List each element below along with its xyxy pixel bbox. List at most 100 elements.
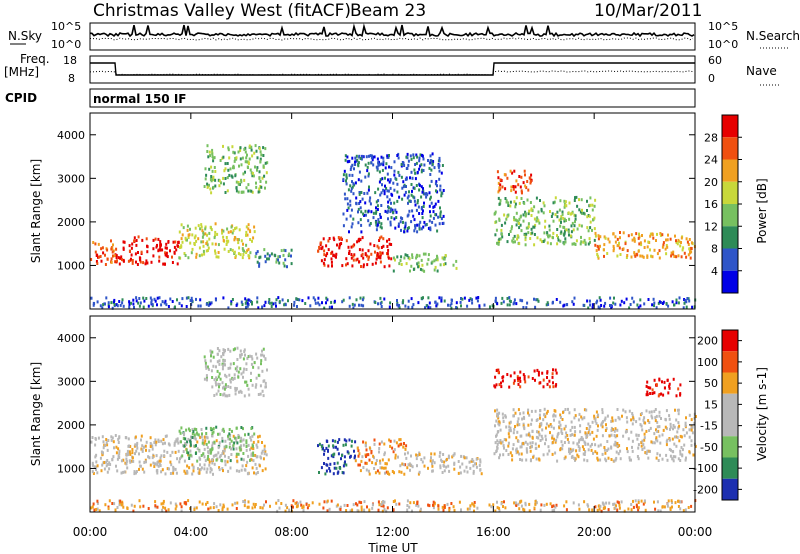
scatter-cell bbox=[437, 165, 440, 169]
scatter-cell bbox=[396, 255, 399, 259]
scatter-cell bbox=[231, 429, 233, 433]
scatter-cell bbox=[524, 501, 527, 505]
scatter-cell bbox=[653, 301, 656, 305]
scatter-cell bbox=[266, 257, 268, 261]
scatter-cell bbox=[534, 446, 537, 450]
scatter-cell bbox=[156, 296, 159, 300]
scatter-cell bbox=[546, 376, 548, 379]
scatter-cell bbox=[209, 506, 212, 510]
scatter-cell bbox=[110, 257, 113, 261]
scatter-cell bbox=[587, 504, 590, 508]
scatter-cell bbox=[129, 445, 132, 448]
scatter-cell bbox=[206, 501, 209, 504]
scatter-cell bbox=[554, 414, 557, 418]
scatter-cell bbox=[502, 444, 505, 448]
scatter-cell bbox=[262, 154, 265, 157]
scatter-cell bbox=[559, 448, 562, 452]
scatter-cell bbox=[416, 230, 419, 234]
scatter-cell bbox=[157, 440, 160, 443]
scatter-cell bbox=[506, 297, 509, 300]
scatter-cell bbox=[242, 172, 245, 176]
scatter-cell bbox=[335, 445, 337, 449]
scatter-cell bbox=[653, 432, 656, 436]
scatter-cell bbox=[497, 190, 500, 194]
scatter-cell bbox=[612, 244, 615, 248]
scatter-cell bbox=[360, 157, 363, 161]
scatter-cell bbox=[672, 252, 674, 256]
scatter-cell bbox=[670, 254, 673, 258]
scatter-cell bbox=[519, 215, 522, 219]
scatter-cell bbox=[364, 253, 367, 257]
scatter-cell bbox=[554, 196, 557, 200]
scatter-cell bbox=[653, 409, 656, 413]
scatter-cell bbox=[393, 471, 395, 475]
scatter-cell bbox=[194, 437, 197, 441]
scatter-cell bbox=[466, 507, 469, 511]
scatter-cell bbox=[670, 499, 673, 503]
scatter-cell bbox=[104, 263, 107, 266]
scatter-cell bbox=[622, 434, 625, 438]
scatter-cell bbox=[544, 219, 547, 223]
scatter-cell bbox=[409, 176, 411, 180]
scatter-cell bbox=[229, 349, 232, 353]
scatter-cell bbox=[163, 454, 166, 458]
scatter-cell bbox=[238, 164, 240, 168]
scatter-cell bbox=[325, 301, 327, 305]
scatter-cell bbox=[404, 225, 407, 229]
scatter-cell bbox=[506, 240, 509, 244]
scatter-cell bbox=[149, 463, 152, 467]
scatter-cell bbox=[522, 306, 525, 309]
scatter-cell bbox=[96, 471, 99, 475]
scatter-cell bbox=[578, 438, 581, 442]
scatter-cell bbox=[233, 159, 236, 163]
scatter-cell bbox=[674, 455, 677, 459]
scatter-cell bbox=[436, 229, 439, 233]
scatter-cell bbox=[359, 206, 362, 210]
scatter-cell bbox=[632, 499, 634, 503]
scatter-cell bbox=[393, 201, 396, 205]
scatter-cell bbox=[190, 296, 193, 300]
scatter-cell bbox=[358, 237, 361, 241]
scatter-cell bbox=[618, 444, 621, 448]
scatter-cell bbox=[246, 301, 249, 305]
scatter-cell bbox=[255, 466, 258, 470]
scatter-cell bbox=[235, 226, 238, 230]
scatter-cell bbox=[226, 460, 229, 464]
scatter-cell bbox=[94, 443, 97, 447]
scatter-cell bbox=[397, 222, 400, 226]
scatter-cell bbox=[609, 296, 612, 300]
scatter-cell bbox=[238, 246, 241, 250]
scatter-cell bbox=[239, 157, 242, 161]
scatter-cell bbox=[441, 505, 444, 509]
scatter-cell bbox=[374, 471, 377, 475]
scatter-cell bbox=[680, 241, 682, 244]
scatter-cell bbox=[435, 258, 438, 262]
scatter-cell bbox=[402, 463, 405, 467]
scatter-cell bbox=[627, 507, 630, 511]
scatter-cell bbox=[459, 300, 462, 304]
scatter-cell bbox=[445, 457, 448, 461]
scatter-cell bbox=[408, 505, 411, 509]
scatter-cell bbox=[399, 259, 402, 263]
scatter-cell bbox=[607, 456, 610, 460]
scatter-cell bbox=[411, 209, 414, 213]
scatter-cell bbox=[264, 450, 267, 454]
scatter-cell bbox=[502, 420, 505, 423]
scatter-cell bbox=[346, 262, 349, 266]
scatter-cell bbox=[351, 222, 354, 226]
scatter-cell bbox=[440, 296, 443, 300]
scatter-cell bbox=[189, 299, 192, 302]
scatter-cell bbox=[544, 225, 546, 229]
scatter-cell bbox=[214, 222, 217, 226]
scatter-cell bbox=[496, 170, 499, 174]
scatter-cell bbox=[475, 465, 478, 469]
scatter-cell bbox=[651, 392, 654, 395]
scatter-cell bbox=[549, 431, 551, 435]
scatter-cell bbox=[439, 206, 441, 210]
scatter-cell bbox=[287, 299, 289, 303]
scatter-cell bbox=[667, 233, 669, 237]
scatter-cell bbox=[259, 255, 262, 259]
scatter-cell bbox=[165, 509, 168, 513]
scatter-cell bbox=[92, 241, 95, 244]
